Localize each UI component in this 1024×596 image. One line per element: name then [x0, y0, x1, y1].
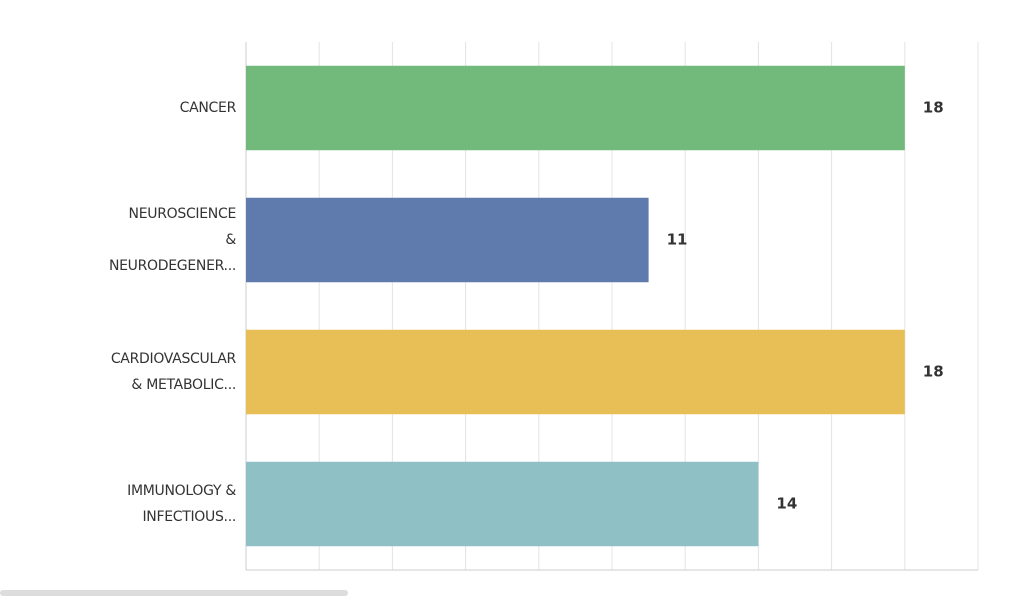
bar — [246, 329, 905, 415]
y-tick-label: CANCER — [179, 100, 237, 116]
bar — [246, 461, 759, 547]
y-tick-label: IMMUNOLOGY & INFECTIOUS... — [127, 483, 236, 525]
value-label: 18 — [923, 99, 944, 117]
value-label: 18 — [923, 363, 944, 381]
bar — [246, 65, 905, 151]
bar — [246, 197, 649, 283]
value-label: 11 — [667, 231, 688, 249]
y-tick-label: CARDIOVASCULAR & METABOLIC... — [110, 351, 236, 393]
y-tick-label: NEUROSCIENCE & NEURODEGENER... — [108, 206, 236, 274]
value-label: 14 — [776, 495, 797, 513]
scrollbar[interactable] — [0, 590, 348, 596]
